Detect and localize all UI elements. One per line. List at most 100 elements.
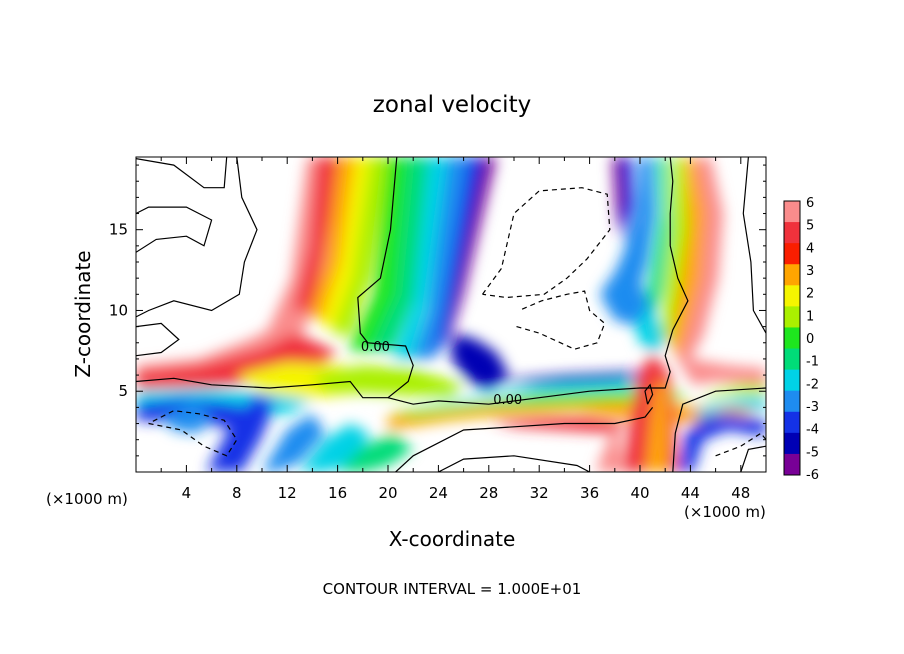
field-band-32 xyxy=(670,157,706,359)
contour-lines xyxy=(136,157,766,472)
x-axis-label: X-coordinate xyxy=(389,527,516,551)
colorbar-label: 1 xyxy=(806,309,814,324)
field-band-37 xyxy=(612,157,625,237)
velocity-field xyxy=(136,157,766,472)
colorbar-swatch xyxy=(784,306,800,328)
plot-frame xyxy=(135,156,767,473)
colorbar-swatch xyxy=(784,243,800,265)
x-unit-right: (×1000 m) xyxy=(684,503,766,521)
field-band-8 xyxy=(413,157,472,359)
colorbar-label: 6 xyxy=(806,196,814,211)
field-band-18 xyxy=(206,394,275,472)
x-tick-label: 4 xyxy=(182,484,192,502)
y-tick-label: 5 xyxy=(118,382,128,400)
chart-title: zonal velocity xyxy=(373,92,531,118)
field-band-19 xyxy=(262,413,325,472)
field-band-2 xyxy=(307,157,358,319)
x-tick-label: 24 xyxy=(429,484,448,502)
field-band-3 xyxy=(320,157,373,327)
contour-solid-0 xyxy=(136,157,414,399)
colorbar-label: 3 xyxy=(806,264,814,279)
contour-interval-footer: CONTOUR INTERVAL = 1.000E+01 xyxy=(323,580,582,598)
contour-solid-10 xyxy=(740,445,766,472)
field-band-40 xyxy=(677,413,766,472)
x-tick-label: 28 xyxy=(479,484,498,502)
colorbar-label: -4 xyxy=(806,423,819,438)
contour-label-group: 0.00 0.00 xyxy=(361,340,522,408)
x-unit-left: (×1000 m) xyxy=(46,490,128,508)
x-tick-label: 12 xyxy=(278,484,297,502)
field-band-34 xyxy=(645,157,671,324)
colorbar-label: 0 xyxy=(806,332,814,347)
field-band-25 xyxy=(388,388,691,418)
colorbar: 6 5 4 3 2 1 0 -1 -2 -3 -4 -5 -6 xyxy=(783,196,819,483)
field-band-21 xyxy=(337,433,414,472)
x-tick-label: 32 xyxy=(530,484,549,502)
field-band-10 xyxy=(446,157,497,343)
x-tick-label: 8 xyxy=(232,484,242,502)
field-band-11 xyxy=(451,333,509,392)
colorbar-swatch xyxy=(784,348,800,371)
x-tick-label: 16 xyxy=(328,484,347,502)
x-tick-label: 20 xyxy=(378,484,397,502)
field-band-7 xyxy=(393,157,451,359)
contour-solid-2 xyxy=(672,387,766,472)
colorbar-label: 5 xyxy=(806,219,814,234)
colorbar-label: -5 xyxy=(806,445,819,460)
colorbar-swatch xyxy=(784,201,800,223)
field-band-13 xyxy=(136,320,300,372)
colorbar-swatch xyxy=(784,285,800,307)
colorbar-swatch xyxy=(784,453,800,476)
colorbar-swatch xyxy=(784,432,800,455)
contour-solid-3 xyxy=(395,407,654,472)
contour-label-1: 0.00 xyxy=(493,393,522,408)
contour-solid-9 xyxy=(742,157,766,334)
colorbar-frame xyxy=(783,200,801,476)
contour-solid-6 xyxy=(136,157,228,189)
plot-area xyxy=(136,157,766,472)
contour-solid-5 xyxy=(136,206,213,253)
colorbar-label: -1 xyxy=(806,355,819,370)
y-axis-ticks: 5 10 15 xyxy=(109,164,766,457)
field-band-15 xyxy=(312,365,464,398)
x-tick-label: 44 xyxy=(681,484,700,502)
contour-solid-4 xyxy=(644,383,654,405)
field-band-22 xyxy=(161,400,212,434)
colorbar-swatch xyxy=(784,390,800,413)
field-band-26 xyxy=(413,381,666,405)
y-axis-label: Z-coordinate xyxy=(71,250,95,377)
field-band-35 xyxy=(609,157,656,311)
field-band-29 xyxy=(645,381,668,472)
contour-dashed-1 xyxy=(482,187,611,299)
field-band-24 xyxy=(488,417,628,434)
field-band-9 xyxy=(432,157,487,359)
field-band-39 xyxy=(635,307,666,353)
x-tick-label: 40 xyxy=(630,484,649,502)
contour-solid-1 xyxy=(387,157,689,405)
colorbar-swatch xyxy=(784,222,800,244)
contour-solid-8 xyxy=(136,322,180,357)
y-tick-label: 15 xyxy=(109,221,128,239)
field-band-33 xyxy=(660,157,688,343)
field-band-4 xyxy=(332,157,391,335)
x-tick-label: 48 xyxy=(731,484,750,502)
x-tick-label: 36 xyxy=(580,484,599,502)
contour-solid-11 xyxy=(438,455,590,472)
colorbar-swatch xyxy=(784,327,800,350)
contour-solid-7 xyxy=(136,157,258,318)
x-axis-ticks: 4 8 12 16 20 24 28 32 36 40 44 48 xyxy=(160,157,750,502)
colorbar-label: -2 xyxy=(806,377,819,392)
colorbar-label: -3 xyxy=(806,400,819,415)
colorbar-label: -6 xyxy=(806,468,819,483)
contour-label-0: 0.00 xyxy=(361,340,390,355)
field-band-27 xyxy=(488,371,666,385)
colorbar-label: 2 xyxy=(806,287,814,302)
field-band-41 xyxy=(690,397,766,418)
contour-dashed-3 xyxy=(715,432,766,457)
colorbar-swatch xyxy=(784,264,800,286)
field-band-38 xyxy=(599,271,653,327)
colorbar-label: 4 xyxy=(806,241,814,256)
field-band-6 xyxy=(370,157,429,351)
colorbar-swatch xyxy=(784,411,800,434)
